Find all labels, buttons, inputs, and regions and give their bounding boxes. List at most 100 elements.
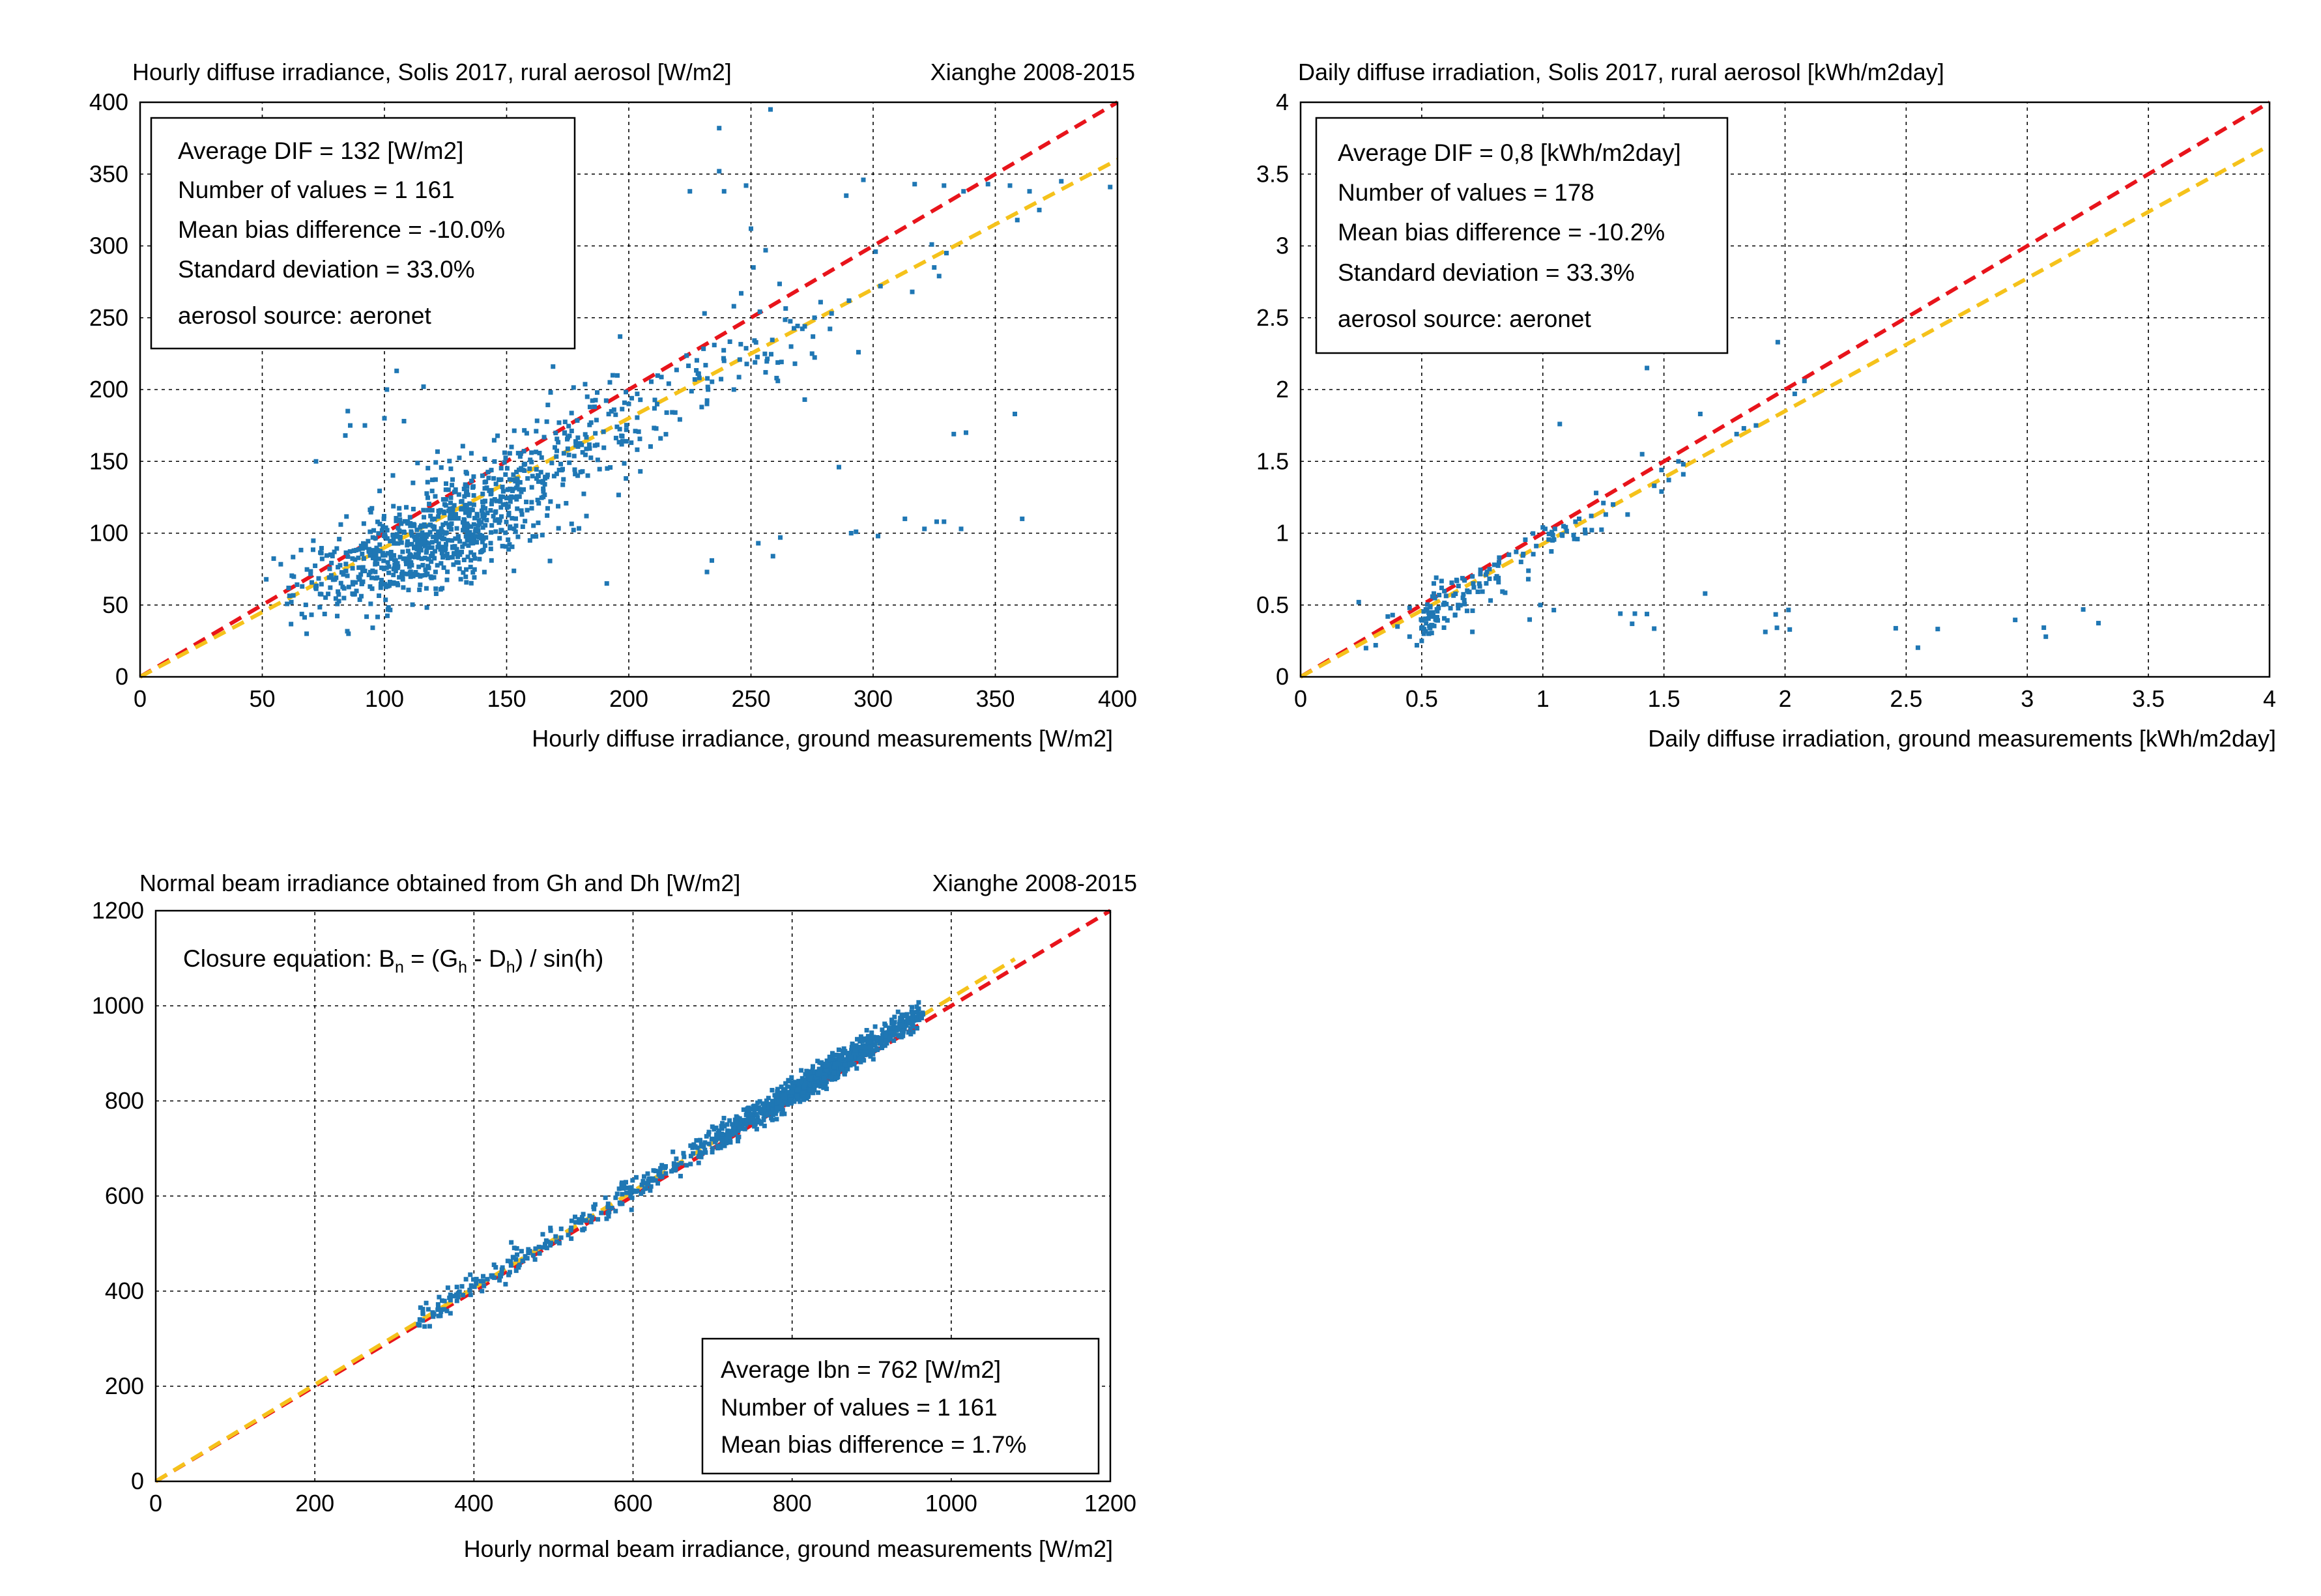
data-point bbox=[562, 420, 568, 425]
data-point bbox=[802, 324, 807, 329]
data-point bbox=[384, 613, 390, 618]
data-point bbox=[706, 1132, 711, 1137]
data-point bbox=[264, 577, 269, 582]
data-point bbox=[715, 1144, 721, 1149]
stats-box: Average DIF = 0,8 [kWh/m2day] Number of … bbox=[1315, 117, 1729, 354]
data-point bbox=[850, 1041, 855, 1046]
data-point bbox=[522, 468, 527, 473]
data-point bbox=[1523, 537, 1528, 542]
data-point bbox=[1422, 616, 1428, 621]
data-point bbox=[812, 1070, 817, 1075]
data-point bbox=[848, 1061, 853, 1066]
data-point bbox=[929, 242, 934, 247]
data-point bbox=[577, 526, 582, 531]
data-point bbox=[350, 556, 355, 561]
data-point bbox=[710, 1124, 715, 1130]
data-point bbox=[774, 1105, 779, 1111]
data-point bbox=[653, 1169, 658, 1174]
data-point bbox=[394, 368, 399, 373]
data-point bbox=[382, 582, 388, 587]
data-point bbox=[406, 588, 411, 593]
data-point bbox=[565, 446, 570, 451]
data-point bbox=[1439, 585, 1444, 590]
data-point bbox=[1477, 581, 1482, 586]
data-point bbox=[872, 1024, 878, 1029]
data-point bbox=[807, 1070, 813, 1075]
data-point bbox=[775, 378, 781, 384]
data-point bbox=[519, 512, 525, 517]
data-point bbox=[2081, 607, 2086, 612]
data-point bbox=[581, 491, 586, 496]
data-point bbox=[738, 341, 743, 347]
data-point bbox=[844, 193, 849, 198]
data-point bbox=[472, 567, 477, 572]
data-point bbox=[515, 451, 521, 456]
data-point bbox=[386, 605, 391, 610]
data-point bbox=[485, 1277, 490, 1282]
data-point bbox=[579, 1220, 584, 1225]
data-point bbox=[419, 537, 424, 543]
data-point bbox=[569, 1236, 574, 1241]
data-point bbox=[672, 1167, 678, 1173]
plot-area-frame bbox=[1299, 101, 2271, 678]
data-point bbox=[452, 503, 457, 508]
data-point bbox=[1495, 563, 1501, 568]
data-point bbox=[605, 1204, 611, 1210]
stats-box-frame bbox=[150, 117, 576, 350]
data-point bbox=[862, 1036, 867, 1041]
data-point bbox=[327, 566, 332, 571]
y-tick-label: 4 bbox=[1276, 89, 1289, 115]
data-point bbox=[434, 533, 439, 538]
data-point bbox=[533, 1246, 538, 1251]
data-point bbox=[489, 468, 494, 473]
data-point bbox=[696, 1160, 701, 1165]
data-point bbox=[801, 1085, 807, 1090]
data-point bbox=[783, 1093, 788, 1098]
data-point bbox=[1356, 599, 1361, 605]
data-point bbox=[411, 506, 416, 511]
data-point bbox=[588, 455, 594, 461]
data-point bbox=[915, 1018, 920, 1023]
data-point bbox=[703, 1150, 708, 1155]
y-tick-label: 1000 bbox=[92, 992, 144, 1019]
data-point bbox=[650, 1176, 656, 1181]
data-point bbox=[471, 552, 476, 558]
data-point bbox=[446, 487, 451, 492]
data-point bbox=[704, 569, 710, 575]
data-point bbox=[373, 554, 378, 560]
data-point bbox=[816, 1079, 822, 1085]
data-point bbox=[788, 319, 793, 324]
data-point bbox=[1552, 526, 1557, 532]
data-point bbox=[846, 298, 852, 304]
data-point bbox=[1792, 392, 1797, 397]
data-point bbox=[510, 516, 515, 521]
data-point bbox=[859, 1038, 865, 1044]
data-point bbox=[837, 464, 841, 470]
data-point bbox=[448, 500, 454, 506]
data-point bbox=[609, 408, 614, 414]
data-point bbox=[461, 524, 467, 529]
data-point bbox=[536, 1244, 541, 1249]
data-point bbox=[573, 472, 578, 477]
data-point bbox=[624, 390, 629, 395]
data-point bbox=[663, 432, 669, 437]
data-point bbox=[489, 491, 494, 496]
data-point bbox=[864, 1028, 869, 1033]
data-point bbox=[391, 573, 396, 578]
data-point bbox=[517, 494, 522, 499]
stat-average: Average DIF = 0,8 [kWh/m2day] bbox=[1338, 139, 1681, 166]
data-point bbox=[721, 1115, 727, 1120]
data-point bbox=[583, 382, 588, 387]
data-point bbox=[567, 460, 572, 465]
data-point bbox=[517, 487, 522, 492]
data-point bbox=[1496, 580, 1501, 585]
data-point bbox=[480, 1289, 485, 1294]
data-point bbox=[508, 1259, 513, 1264]
data-point bbox=[717, 169, 722, 174]
data-point bbox=[433, 586, 439, 591]
data-point bbox=[334, 546, 339, 551]
data-point bbox=[783, 1081, 788, 1086]
data-point bbox=[328, 585, 333, 590]
data-point bbox=[1452, 613, 1458, 618]
data-point bbox=[588, 1219, 594, 1225]
